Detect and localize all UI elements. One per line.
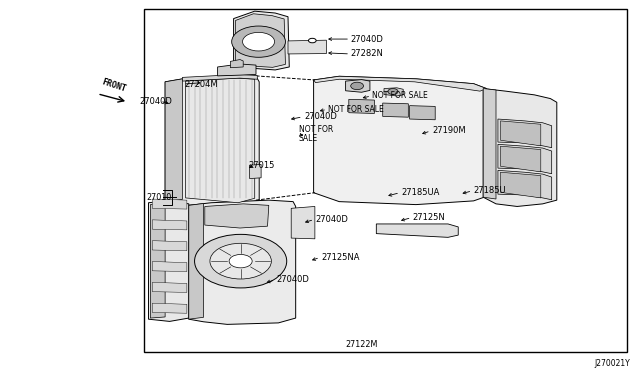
Text: 27040D: 27040D [276, 275, 309, 284]
Polygon shape [186, 78, 255, 203]
Text: NOT FOR SALE: NOT FOR SALE [372, 92, 428, 100]
Text: 27185U: 27185U [474, 186, 506, 195]
Polygon shape [410, 106, 435, 120]
Text: NOT FOR SALE: NOT FOR SALE [328, 105, 384, 114]
Polygon shape [500, 146, 541, 172]
Text: 27125NA: 27125NA [321, 253, 360, 262]
Polygon shape [314, 76, 486, 205]
Text: 27204M: 27204M [184, 80, 218, 89]
Polygon shape [498, 144, 552, 174]
Polygon shape [152, 220, 187, 230]
Polygon shape [384, 88, 403, 96]
Polygon shape [500, 121, 541, 146]
Polygon shape [500, 172, 541, 198]
Polygon shape [152, 199, 187, 209]
Polygon shape [236, 14, 285, 67]
Polygon shape [498, 119, 552, 148]
Circle shape [229, 254, 252, 268]
Polygon shape [376, 224, 458, 237]
Polygon shape [189, 200, 296, 324]
Polygon shape [230, 60, 243, 68]
Circle shape [195, 234, 287, 288]
Text: 27040D: 27040D [304, 112, 337, 121]
Polygon shape [483, 89, 557, 206]
Bar [144, 9, 627, 352]
Polygon shape [152, 282, 187, 292]
Polygon shape [152, 241, 187, 251]
Text: J270021Y: J270021Y [595, 359, 630, 368]
Circle shape [210, 243, 271, 279]
Polygon shape [152, 262, 187, 272]
Polygon shape [150, 203, 165, 318]
Polygon shape [314, 76, 486, 91]
Text: 27010: 27010 [146, 193, 171, 202]
Text: 27015: 27015 [248, 161, 275, 170]
Text: 27040D: 27040D [316, 215, 348, 224]
Polygon shape [291, 206, 315, 239]
Text: FRONT: FRONT [101, 77, 127, 94]
Text: 27282N: 27282N [351, 49, 383, 58]
Text: 27125N: 27125N [413, 213, 445, 222]
Text: 27040D: 27040D [351, 35, 383, 44]
Polygon shape [383, 103, 408, 117]
Text: 27190M: 27190M [432, 126, 466, 135]
Polygon shape [218, 64, 256, 76]
Text: 27185UA: 27185UA [401, 188, 440, 197]
Polygon shape [165, 75, 259, 205]
Text: 27040D: 27040D [140, 97, 172, 106]
Polygon shape [205, 204, 269, 228]
Text: 27122M: 27122M [346, 340, 378, 349]
Text: NOT FOR
SALE: NOT FOR SALE [299, 125, 333, 143]
Polygon shape [498, 170, 552, 200]
Polygon shape [165, 79, 182, 202]
Circle shape [351, 82, 364, 90]
Polygon shape [250, 164, 261, 179]
Circle shape [308, 38, 316, 43]
Polygon shape [483, 89, 496, 199]
Polygon shape [182, 74, 257, 81]
Polygon shape [152, 303, 187, 313]
Polygon shape [234, 11, 289, 70]
Polygon shape [148, 201, 189, 321]
Polygon shape [189, 203, 204, 319]
Polygon shape [346, 80, 370, 92]
Circle shape [232, 26, 285, 57]
Circle shape [388, 89, 398, 94]
Polygon shape [288, 40, 326, 54]
Circle shape [243, 32, 275, 51]
Polygon shape [349, 99, 374, 113]
